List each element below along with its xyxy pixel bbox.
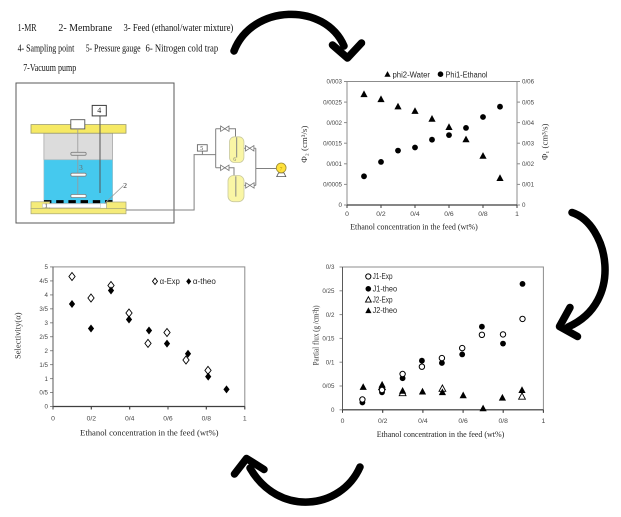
- svg-text:α-theo: α-theo: [193, 277, 217, 286]
- svg-text:0/25: 0/25: [322, 288, 335, 295]
- svg-text:0/8: 0/8: [498, 418, 508, 425]
- svg-text:α-Exp: α-Exp: [160, 277, 181, 286]
- svg-text:0/03: 0/03: [522, 140, 535, 147]
- svg-text:1-MR: 1-MR: [18, 23, 37, 34]
- svg-text:0/05: 0/05: [522, 99, 535, 106]
- svg-text:Selectivity(α): Selectivity(α): [13, 312, 23, 359]
- svg-text:0/8: 0/8: [478, 211, 488, 218]
- svg-text:2/5: 2/5: [39, 334, 48, 341]
- svg-text:0/4: 0/4: [410, 211, 420, 218]
- svg-text:J1-Exp: J1-Exp: [373, 272, 394, 281]
- svg-text:6: 6: [233, 157, 236, 163]
- svg-text:0/002: 0/002: [327, 120, 343, 127]
- svg-text:J1-theo: J1-theo: [373, 285, 398, 294]
- svg-text:0/4: 0/4: [125, 415, 135, 422]
- svg-text:5: 5: [45, 264, 49, 271]
- svg-text:0: 0: [522, 202, 526, 209]
- svg-text:phi2-Water: phi2-Water: [393, 71, 431, 80]
- svg-text:0/1: 0/1: [326, 359, 335, 366]
- svg-text:0/8: 0/8: [202, 415, 212, 422]
- svg-text:0/04: 0/04: [522, 120, 535, 127]
- svg-text:0/001: 0/001: [327, 161, 343, 168]
- svg-text:7-Vacuum pump: 7-Vacuum pump: [23, 63, 76, 74]
- svg-text:0/4: 0/4: [418, 418, 428, 425]
- svg-text:0/05: 0/05: [322, 383, 335, 390]
- svg-text:7: 7: [280, 166, 283, 172]
- svg-text:0/2: 0/2: [378, 418, 388, 425]
- svg-text:3- Feed (ethanol/water mixture: 3- Feed (ethanol/water mixture): [124, 23, 234, 34]
- svg-text:0: 0: [341, 418, 345, 425]
- svg-text:0/2: 0/2: [326, 312, 335, 319]
- svg-text:0/02: 0/02: [522, 161, 535, 168]
- svg-text:Phi1-Ethanol: Phi1-Ethanol: [446, 71, 488, 80]
- svg-text:2- Membrane: 2- Membrane: [58, 23, 112, 34]
- svg-text:4: 4: [45, 292, 49, 299]
- svg-text:0/0005: 0/0005: [323, 182, 342, 189]
- svg-text:Ethanol concentration in the f: Ethanol concentration in the feed (wt%): [350, 223, 478, 232]
- svg-text:0/6: 0/6: [458, 418, 468, 425]
- svg-text:0/2: 0/2: [376, 211, 386, 218]
- svg-text:Φ₁ (cm³/s): Φ₁ (cm³/s): [540, 123, 549, 160]
- svg-text:Partial flux (g /cm²h): Partial flux (g /cm²h): [312, 305, 321, 365]
- svg-text:6- Nitrogen cold trap: 6- Nitrogen cold trap: [146, 44, 219, 55]
- svg-text:0/15: 0/15: [322, 336, 335, 343]
- svg-text:0/01: 0/01: [522, 182, 535, 189]
- svg-text:0: 0: [51, 415, 55, 422]
- svg-text:3: 3: [79, 164, 83, 172]
- svg-text:0/003: 0/003: [327, 79, 343, 86]
- svg-text:5: 5: [200, 146, 203, 152]
- svg-text:0/06: 0/06: [522, 79, 535, 86]
- svg-text:0/6: 0/6: [163, 415, 173, 422]
- svg-text:1: 1: [45, 203, 48, 210]
- svg-text:1: 1: [45, 376, 49, 383]
- svg-text:0: 0: [45, 404, 49, 411]
- svg-text:0/0015: 0/0015: [323, 140, 342, 147]
- svg-text:1: 1: [243, 415, 247, 422]
- svg-text:Ethanol concentration in the f: Ethanol concentration in the feed (wt%): [80, 428, 219, 437]
- svg-text:3/5: 3/5: [39, 306, 48, 313]
- svg-text:2: 2: [45, 348, 49, 355]
- svg-text:1: 1: [515, 211, 519, 218]
- svg-text:0/3: 0/3: [326, 264, 335, 271]
- svg-text:J2-Exp: J2-Exp: [373, 295, 394, 304]
- svg-text:Ethanol concentration in the f: Ethanol concentration in the feed (wt%): [377, 430, 505, 439]
- svg-text:0/5: 0/5: [39, 390, 48, 397]
- svg-text:0: 0: [331, 407, 335, 414]
- svg-text:J2-theo: J2-theo: [373, 306, 398, 315]
- svg-text:1/5: 1/5: [39, 362, 48, 369]
- svg-text:0: 0: [339, 202, 343, 209]
- svg-text:4/5: 4/5: [39, 278, 48, 285]
- svg-text:4: 4: [97, 106, 101, 115]
- svg-text:0/0025: 0/0025: [323, 99, 342, 106]
- svg-text:0/6: 0/6: [444, 211, 454, 218]
- svg-text:2: 2: [123, 181, 127, 190]
- svg-text:0: 0: [345, 211, 349, 218]
- svg-text:4- Sampling point: 4- Sampling point: [18, 44, 75, 55]
- svg-text:1: 1: [542, 418, 546, 425]
- svg-text:5- Pressure gauge: 5- Pressure gauge: [86, 44, 141, 55]
- svg-text:Φ₂ (cm³/s): Φ₂ (cm³/s): [300, 125, 309, 162]
- svg-text:0/2: 0/2: [87, 415, 97, 422]
- svg-text:3: 3: [45, 320, 49, 327]
